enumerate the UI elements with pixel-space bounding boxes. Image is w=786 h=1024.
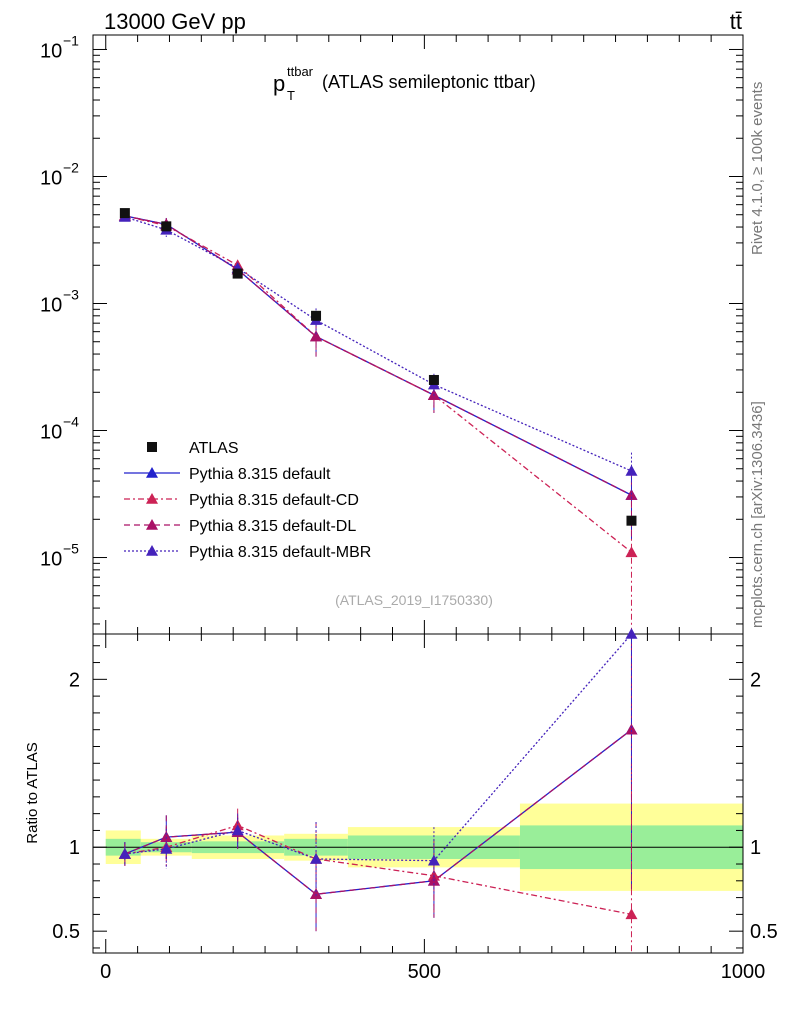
title-subscript: T bbox=[287, 88, 295, 103]
legend-label: Pythia 8.315 default bbox=[189, 466, 331, 483]
y-tick-label-base: 10 bbox=[40, 422, 62, 444]
rivet-label: Rivet 4.1.0, ≥ 100k events bbox=[749, 82, 766, 255]
y-axis-ticks bbox=[93, 48, 743, 625]
ratio-plot-frame bbox=[92, 633, 744, 954]
legend-marker bbox=[146, 519, 158, 530]
data-point bbox=[119, 208, 130, 219]
x-tick-label: 1000 bbox=[721, 961, 766, 983]
legend-marker bbox=[146, 545, 158, 556]
x-tick-label: 500 bbox=[408, 961, 441, 983]
y-tick-label: 10 −1 bbox=[40, 32, 79, 62]
ratio-point bbox=[427, 854, 440, 866]
series-0 bbox=[118, 209, 638, 541]
legend-label: Pythia 8.315 default-MBR bbox=[189, 544, 371, 561]
ratio-point bbox=[231, 824, 244, 836]
ratio-tick-label-right: 1 bbox=[750, 837, 761, 859]
ratio-tick-label: 2 bbox=[69, 669, 80, 691]
ratio-point bbox=[310, 852, 323, 864]
legend-label: Pythia 8.315 default-CD bbox=[189, 492, 359, 509]
ratio-axis-ticks bbox=[93, 645, 743, 949]
series-line bbox=[124, 216, 632, 472]
ratio-axis-label: Ratio to ATLAS bbox=[24, 742, 41, 843]
energy-label: 13000 GeV pp bbox=[104, 9, 246, 34]
plot-title: p ttbar T (ATLAS semileptonic ttbar) bbox=[273, 64, 536, 103]
ratio-point bbox=[625, 723, 638, 735]
series-point bbox=[310, 330, 323, 342]
y-tick-label: 10 −4 bbox=[40, 414, 79, 444]
ratio-point bbox=[625, 628, 638, 639]
series-line bbox=[124, 215, 632, 553]
title-superscript: ttbar bbox=[287, 64, 314, 79]
data-point bbox=[626, 515, 637, 526]
legend: ATLAS Pythia 8.315 default Pythia 8.315 de… bbox=[124, 440, 371, 561]
y-tick-label-base: 10 bbox=[40, 167, 62, 189]
data-point bbox=[232, 268, 243, 279]
ratio-line bbox=[124, 729, 632, 895]
title-main: p bbox=[273, 71, 285, 96]
source-label: mcplots.cern.ch [arXiv:1306.3436] bbox=[749, 401, 766, 628]
analysis-tag: (ATLAS_2019_I1750330) bbox=[335, 592, 493, 608]
y-tick-label-base: 10 bbox=[40, 295, 62, 317]
series-point bbox=[625, 546, 638, 558]
legend-marker bbox=[146, 493, 158, 504]
x-axis-ticks bbox=[105, 35, 744, 953]
legend-label: Pythia 8.315 default-DL bbox=[189, 518, 356, 535]
legend-marker-data bbox=[147, 442, 157, 452]
y-tick-label-exponent: −1 bbox=[63, 32, 79, 48]
ratio-point bbox=[625, 908, 638, 920]
x-tick-label: 0 bbox=[100, 961, 111, 983]
ratio-point bbox=[310, 888, 323, 900]
ratio-tick-label-right: 2 bbox=[750, 669, 761, 691]
y-tick-label-exponent: −3 bbox=[63, 287, 79, 303]
ratio-tick-label-right: 0.5 bbox=[750, 921, 778, 943]
title-text: (ATLAS semileptonic ttbar) bbox=[322, 72, 536, 92]
y-tick-label: 10 −2 bbox=[40, 159, 79, 189]
y-tick-label-base: 10 bbox=[40, 549, 62, 571]
data-series bbox=[119, 208, 637, 526]
series-2 bbox=[118, 209, 638, 541]
y-tick-label-exponent: −5 bbox=[63, 541, 79, 557]
ratio-line bbox=[124, 824, 632, 916]
ratio-tick-label: 1 bbox=[69, 837, 80, 859]
y-tick-label: 10 −3 bbox=[40, 287, 79, 317]
ratio-point bbox=[118, 847, 131, 859]
y-tick-label-exponent: −4 bbox=[63, 414, 79, 430]
legend-marker bbox=[146, 467, 158, 478]
series-point bbox=[625, 465, 638, 476]
y-tick-label-base: 10 bbox=[40, 40, 62, 62]
series-line bbox=[124, 215, 632, 496]
data-point bbox=[428, 374, 439, 385]
legend-label-data: ATLAS bbox=[189, 440, 239, 457]
y-tick-label-exponent: −2 bbox=[63, 159, 79, 175]
ratio-tick-label: 0.5 bbox=[52, 921, 80, 943]
ratio-line bbox=[124, 633, 632, 862]
series-1 bbox=[118, 209, 638, 634]
y-tick-label: 10 −5 bbox=[40, 541, 79, 571]
data-point bbox=[311, 310, 322, 321]
ratio-series-3 bbox=[118, 628, 638, 896]
data-point bbox=[161, 221, 172, 232]
ratio-point bbox=[160, 831, 173, 842]
process-label: tt̄ bbox=[730, 9, 742, 34]
ratio-point bbox=[160, 842, 173, 854]
